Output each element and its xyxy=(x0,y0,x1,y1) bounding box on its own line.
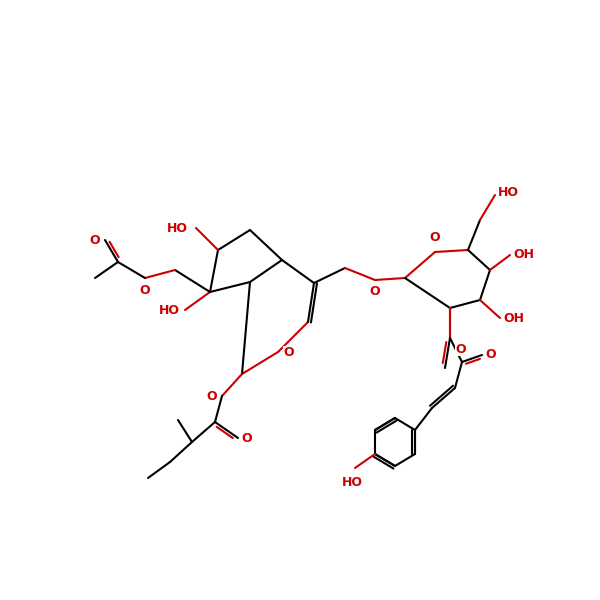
Text: O: O xyxy=(89,233,100,247)
Text: O: O xyxy=(241,431,251,445)
Text: OH: OH xyxy=(513,248,534,262)
Text: O: O xyxy=(283,346,293,358)
Text: HO: HO xyxy=(341,476,362,489)
Text: HO: HO xyxy=(167,221,188,235)
Text: O: O xyxy=(206,389,217,403)
Text: O: O xyxy=(485,349,496,361)
Text: O: O xyxy=(370,285,380,298)
Text: O: O xyxy=(140,284,151,297)
Text: OH: OH xyxy=(503,311,524,325)
Text: O: O xyxy=(430,231,440,244)
Text: HO: HO xyxy=(498,187,519,199)
Text: O: O xyxy=(455,343,466,356)
Text: HO: HO xyxy=(159,304,180,317)
